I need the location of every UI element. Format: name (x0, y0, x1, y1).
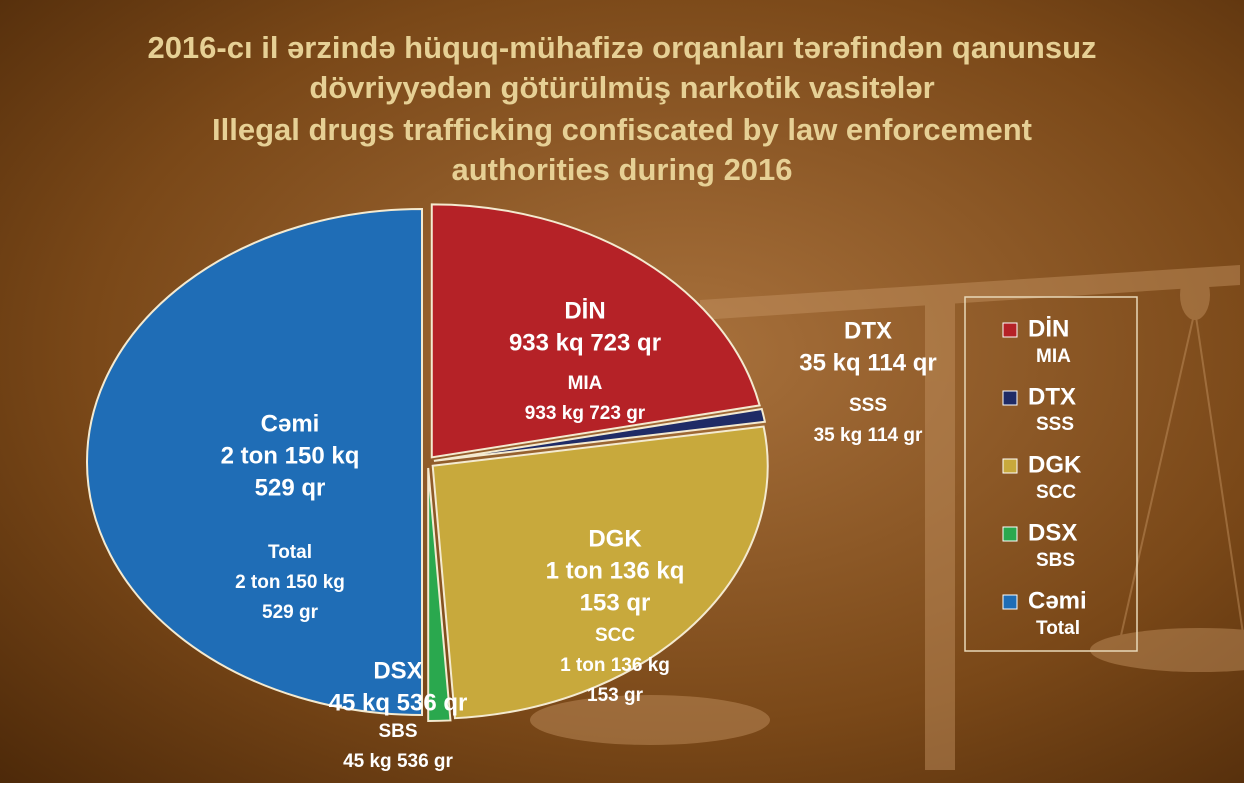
slice-value-label-en: 1 ton 136 kg (560, 655, 670, 676)
legend-box (964, 296, 1138, 652)
pie-slice (431, 425, 769, 720)
legend-label: DGK (1028, 451, 1082, 478)
legend-label-en: SCC (1036, 482, 1076, 503)
slice-value-label: 153 qr (580, 589, 651, 616)
slice-label: DGK (588, 525, 642, 552)
slice-value-label-en: 2 ton 150 kg (235, 572, 345, 593)
legend-label: DİN (1028, 315, 1069, 342)
subtitle-line: authorities during 2016 (451, 152, 792, 187)
slice-value-label-en: 529 gr (262, 602, 319, 623)
slice-label: DİN (564, 297, 605, 324)
legend-label: Cəmi (1028, 587, 1087, 614)
slice-label-en: SCC (595, 625, 635, 646)
pie-slice (86, 207, 424, 717)
slice-label-en: SBS (378, 721, 417, 742)
legend-swatch (1002, 526, 1018, 542)
subtitle-line: Illegal drugs trafficking confiscated by… (212, 112, 1032, 147)
slice-value-label: 1 ton 136 kq (546, 557, 685, 584)
pie-slice (427, 467, 452, 722)
legend-swatch (1002, 390, 1018, 406)
legend-label: DSX (1028, 519, 1077, 546)
slice-label: Cəmi (261, 410, 320, 437)
title-line: dövriyyədən götürülmüş narkotik vasitələ… (309, 70, 934, 105)
slice-value-label: 529 qr (255, 474, 326, 501)
slice-value-label: 933 kq 723 qr (509, 329, 661, 356)
slice-value-label-en: 45 kg 536 gr (343, 751, 453, 772)
slice-value-label-en: 933 kg 723 gr (525, 403, 646, 424)
title-line: 2016-cı il ərzində hüquq-mühafizə orqanl… (147, 30, 1096, 65)
pie-slice (430, 203, 761, 459)
legend-label-en: MIA (1036, 346, 1071, 367)
slice-value-label-en: 35 kg 114 gr (814, 425, 923, 446)
legend-swatch (1002, 594, 1018, 610)
legend-label: DTX (1028, 383, 1076, 410)
slice-value-label: 45 kq 536 qr (329, 689, 468, 716)
slice-value-label: 2 ton 150 kq (221, 442, 360, 469)
slice-label: DTX (844, 317, 892, 344)
slice-label-en: Total (268, 542, 312, 563)
legend-label-en: Total (1036, 618, 1080, 639)
slice-value-label-en: 153 gr (587, 685, 644, 706)
slice-label: DSX (373, 657, 422, 684)
slice-value-label: 35 kq 114 qr (799, 349, 936, 376)
slice-label-en: SSS (849, 395, 887, 416)
legend-swatch (1002, 322, 1018, 338)
scales-decoration (530, 265, 1244, 770)
slice-label-en: MIA (568, 373, 603, 394)
legend-label-en: SBS (1036, 550, 1075, 571)
legend-label-en: SSS (1036, 414, 1074, 435)
pie-slice (433, 407, 767, 462)
legend-swatch (1002, 458, 1018, 474)
